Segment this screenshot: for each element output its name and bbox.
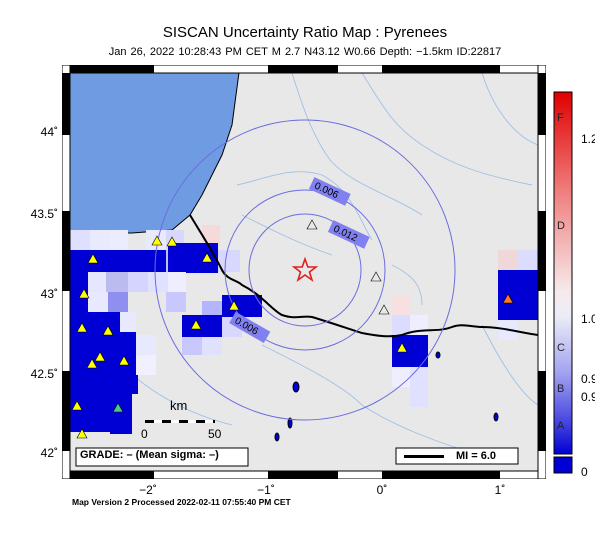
grade-f: F: [557, 112, 564, 124]
grade-d: D: [557, 220, 565, 232]
map-area: 0.006 0.012 0.006: [62, 65, 546, 479]
y-tick-44: 44˚: [40, 125, 58, 139]
scale-start: 0: [141, 427, 148, 441]
cbar-1-2: 1.2: [581, 132, 595, 146]
x-tick-0: 0˚: [376, 483, 388, 497]
cbar-0: 0: [581, 465, 588, 479]
border-line: [189, 214, 538, 338]
reservoirs: [274, 351, 499, 442]
y-tick-43-5: 43.5˚: [30, 207, 58, 221]
stations: [71, 219, 514, 439]
mi-legend-box: [395, 447, 519, 465]
grade-a: A: [557, 420, 565, 432]
x-tick-minus1: −1˚: [257, 483, 275, 497]
y-tick-42: 42˚: [40, 446, 58, 460]
scale-unit: km: [170, 398, 188, 413]
map-border: [62, 65, 546, 479]
map-title: SISCAN Uncertainty Ratio Map : Pyrenees: [162, 24, 448, 41]
event-info: Jan 26, 2022 10:28:43 PM CET M 2.7 N43.1…: [108, 46, 502, 58]
x-tick-1: 1˚: [494, 483, 506, 497]
grade-label: GRADE: – (Mean sigma: –): [80, 449, 219, 461]
cbar-0-9-a: 0.9: [581, 372, 595, 386]
y-tick-42-5: 42.5˚: [30, 367, 58, 381]
grade-b: B: [557, 383, 565, 395]
grade-box: [75, 447, 249, 467]
contours: [154, 119, 456, 421]
grade-c: C: [557, 342, 565, 354]
cbar-1-0: 1.0: [581, 312, 595, 326]
colorbar: [553, 91, 573, 474]
mi-legend-label: MI = 6.0: [456, 450, 497, 462]
y-tick-43: 43˚: [40, 287, 58, 301]
epicenter-star: [291, 256, 319, 283]
scale-end: 50: [208, 427, 222, 441]
scale-bar: [145, 420, 215, 423]
processing-footer: Map Version 2 Processed 2022-02-11 07:55…: [72, 497, 291, 507]
x-tick-minus2: −2˚: [139, 483, 157, 497]
mi-legend-line: [404, 455, 444, 458]
cbar-0-9-b: 0.9: [581, 390, 595, 404]
